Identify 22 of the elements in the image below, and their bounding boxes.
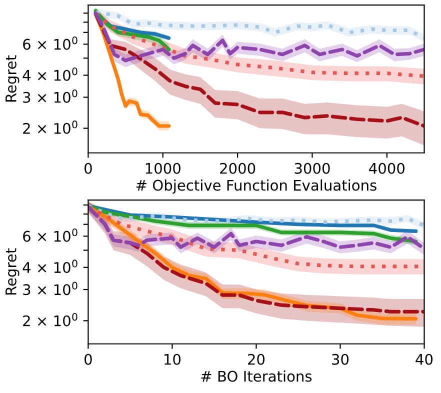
x-tick-label: 4000 (369, 162, 404, 174)
x-tick-label: 20 (248, 354, 265, 365)
y-tick-label: 2 × 10$^{0}$ (23, 312, 78, 326)
x-tick-label: 40 (416, 354, 433, 365)
x-tick-label: 3000 (294, 162, 330, 174)
x-axis-title: # BO Iterations (201, 370, 312, 382)
x-tick-label: 10 (164, 354, 181, 365)
x-tick-label: 0 (84, 354, 92, 365)
y-tick-label: 3 × 10$^{0}$ (23, 90, 78, 103)
x-tick-label: 30 (332, 354, 349, 365)
y-axis-title: Regret (6, 248, 20, 295)
y-tick-label: 2 × 10$^{0}$ (23, 120, 78, 134)
y-tick-label: 6 × 10$^{0}$ (23, 36, 78, 50)
x-axis-title: # Objective Function Evaluations (136, 179, 376, 194)
y-axis-title: Regret (6, 55, 20, 102)
y-tick-label: 3 × 10$^{0}$ (23, 282, 78, 296)
y-tick-label: 4 × 10$^{0}$ (22, 67, 78, 81)
x-tick-label: 0 (84, 162, 92, 174)
x-tick-label: 1000 (146, 162, 180, 174)
x-tick-label: 2000 (220, 162, 256, 174)
y-tick-label: 4 × 10$^{0}$ (22, 260, 78, 274)
y-tick-label: 6 × 10$^{0}$ (23, 228, 78, 242)
